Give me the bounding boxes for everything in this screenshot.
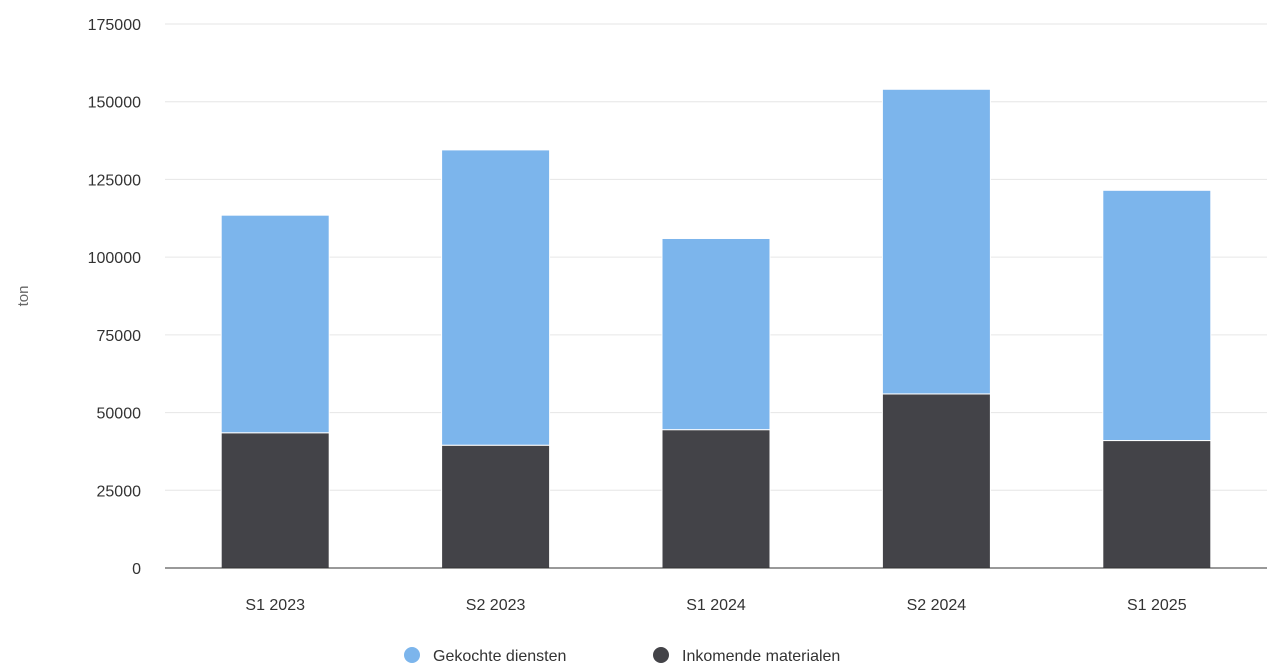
y-tick-label: 150000 <box>88 95 141 112</box>
y-tick-label: 175000 <box>88 17 141 34</box>
x-tick-label: S1 2025 <box>1127 597 1187 614</box>
legend-item[interactable]: Gekochte diensten <box>404 647 566 664</box>
y-axis-ticks: 0 25000 50000 75000 100000 125000 150000 175000 <box>88 17 141 578</box>
bar-inkomende-materialen[interactable] <box>220 432 330 569</box>
legend-label: Inkomende materialen <box>682 648 840 664</box>
bar-inkomende-materialen[interactable] <box>881 393 991 569</box>
x-tick-label: S2 2024 <box>907 597 967 614</box>
y-tick-label: 100000 <box>88 250 141 267</box>
y-tick-label: 0 <box>132 561 141 578</box>
y-tick-label: 75000 <box>97 328 142 345</box>
legend-marker <box>653 647 669 663</box>
bar-gekochte-diensten[interactable] <box>881 88 991 395</box>
x-tick-label: S2 2023 <box>466 597 526 614</box>
bars <box>220 88 1212 569</box>
bar-inkomende-materialen[interactable] <box>661 429 771 569</box>
x-axis-ticks: S1 2023 S2 2023 S1 2024 S2 2024 S1 2025 <box>245 597 1186 614</box>
bar-inkomende-materialen[interactable] <box>441 444 551 569</box>
x-tick-label: S1 2024 <box>686 597 746 614</box>
y-tick-label: 25000 <box>97 483 142 500</box>
legend-marker <box>404 647 420 663</box>
bar-gekochte-diensten[interactable] <box>1102 189 1212 442</box>
y-axis-title: ton <box>15 286 32 307</box>
bar-gekochte-diensten[interactable] <box>220 214 330 434</box>
y-tick-label: 125000 <box>88 172 141 189</box>
bar-inkomende-materialen[interactable] <box>1102 440 1212 569</box>
legend-label: Gekochte diensten <box>433 648 566 664</box>
legend: Gekochte diensten Inkomende materialen <box>404 647 840 664</box>
y-tick-label: 50000 <box>97 406 142 423</box>
legend-item[interactable]: Inkomende materialen <box>653 647 840 664</box>
bar-gekochte-diensten[interactable] <box>661 237 771 431</box>
x-tick-label: S1 2023 <box>245 597 305 614</box>
bar-gekochte-diensten[interactable] <box>441 149 551 446</box>
